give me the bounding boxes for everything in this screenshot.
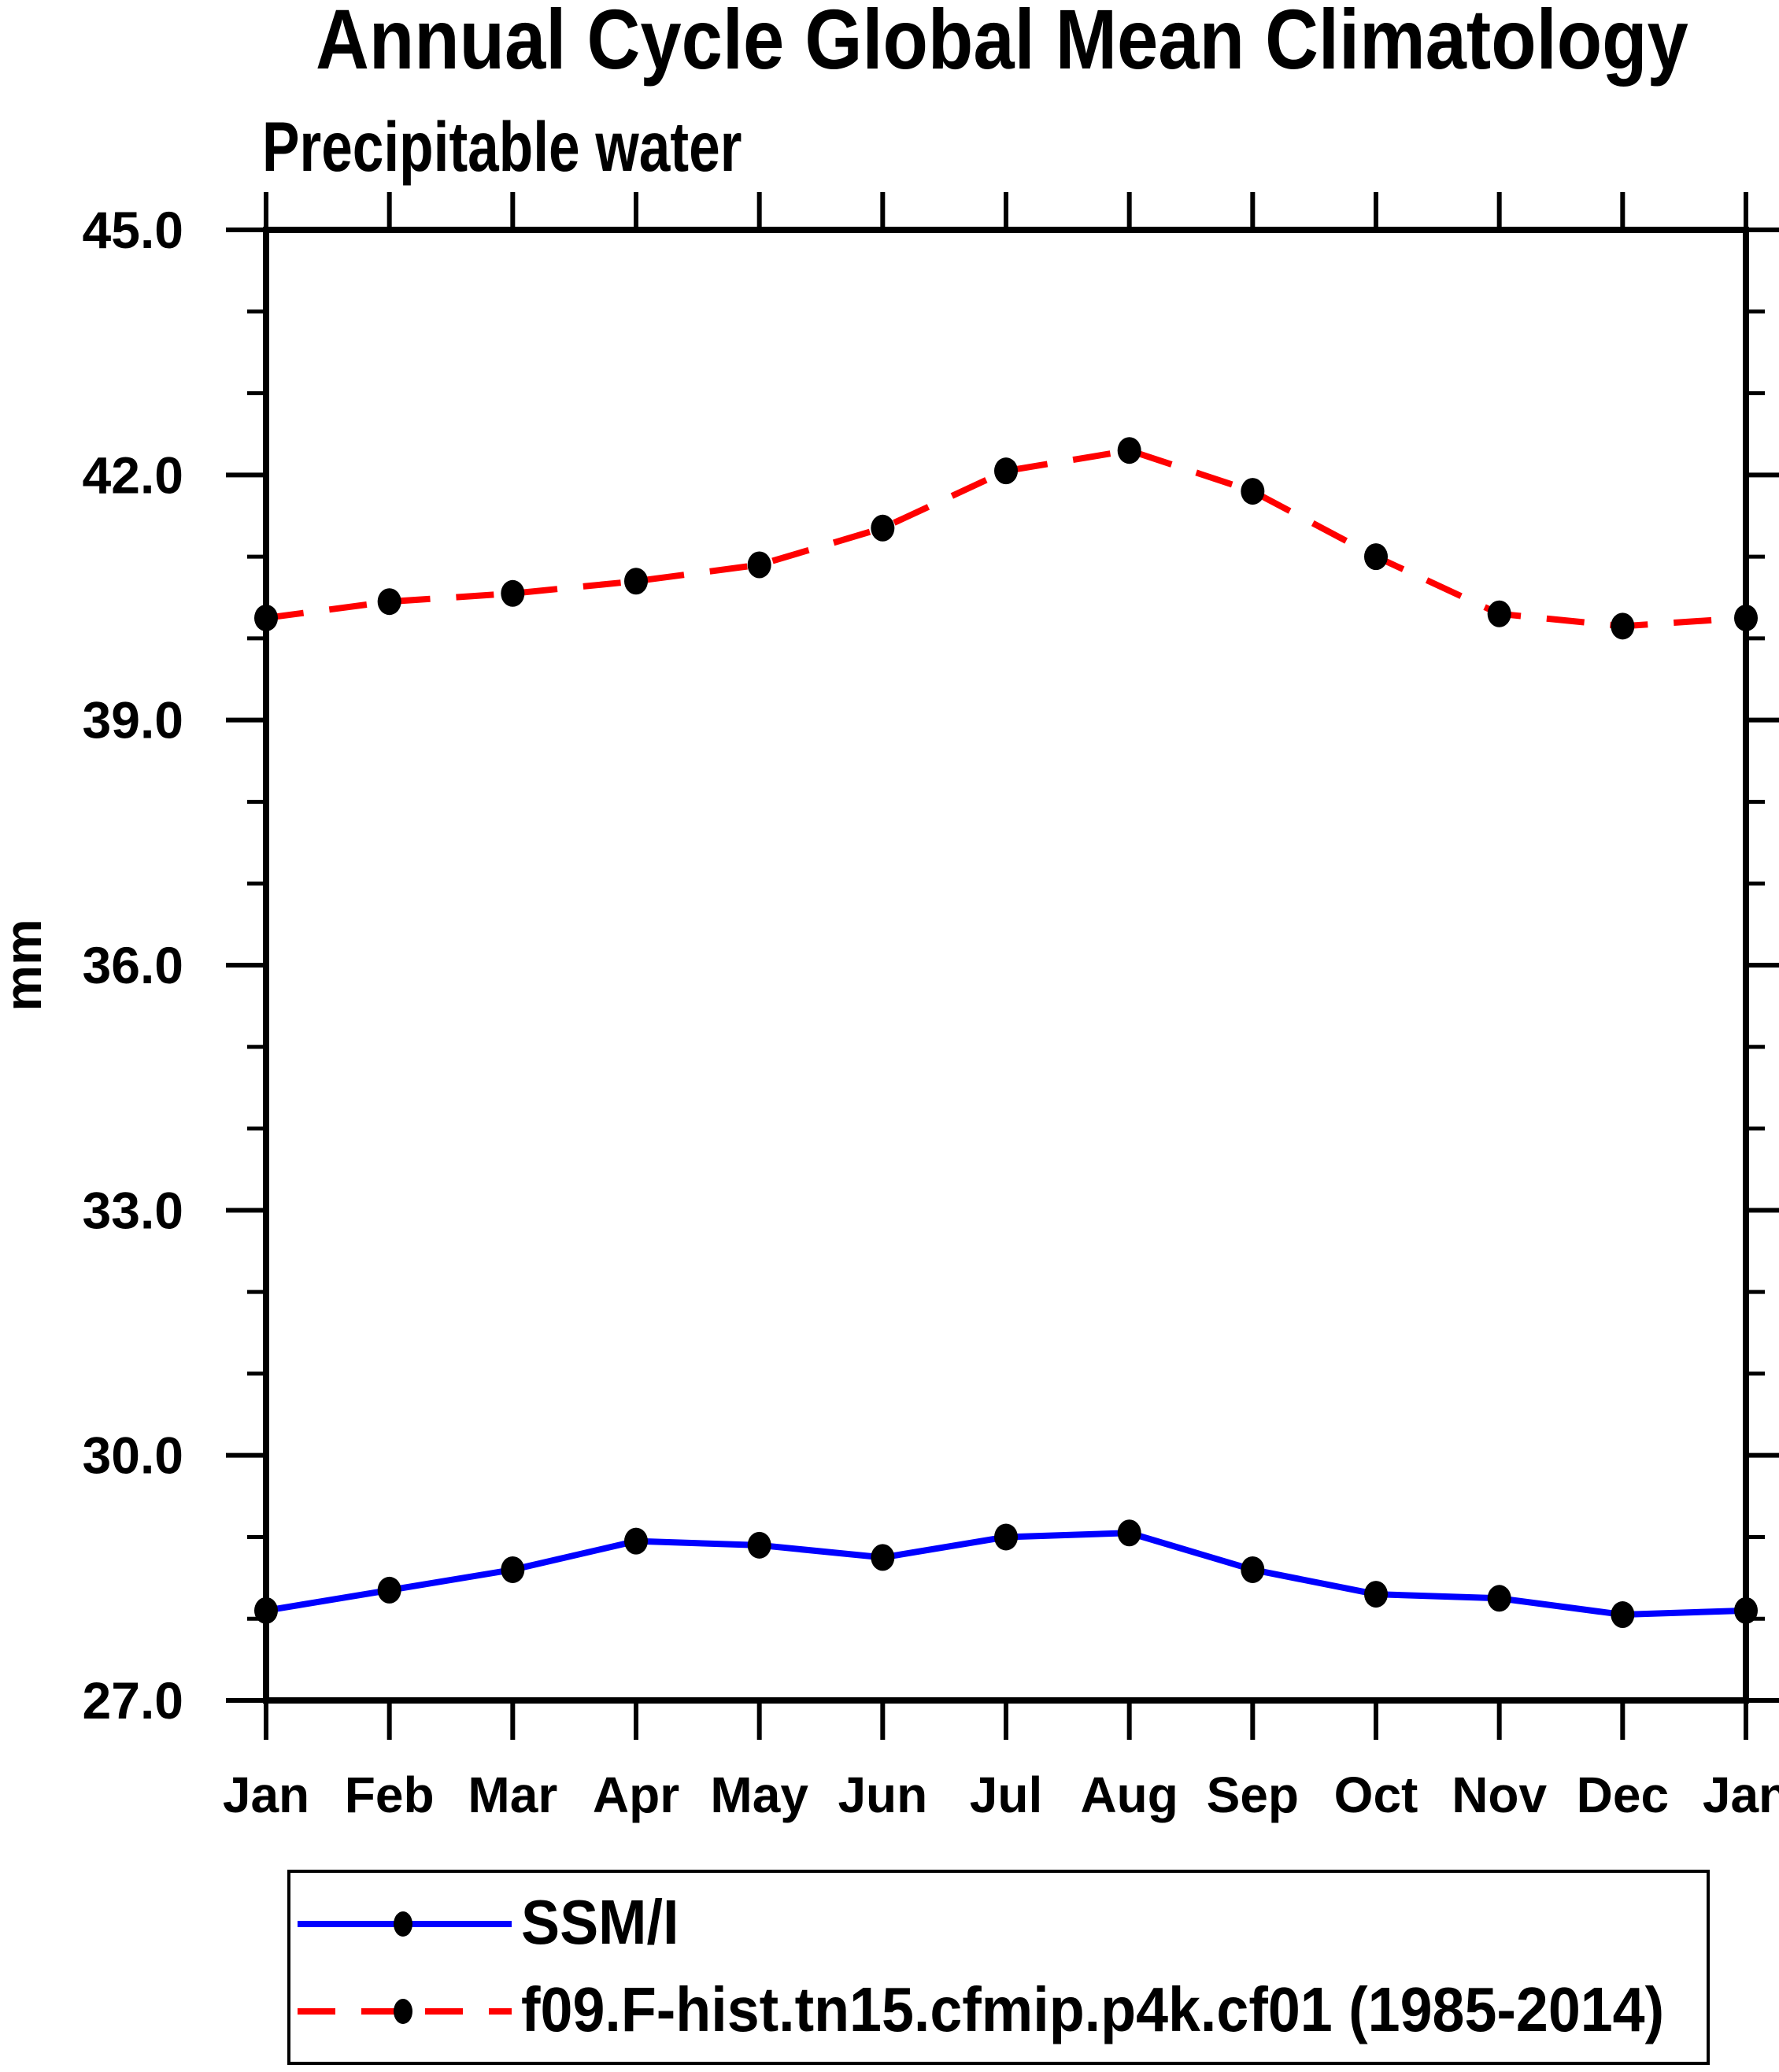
data-point-marker (1487, 1585, 1511, 1612)
data-point-marker (501, 1556, 525, 1583)
x-axis-tick-label: Sep (1207, 1767, 1299, 1823)
data-point-marker (624, 1527, 648, 1555)
data-point-marker (871, 514, 895, 542)
data-point-marker (747, 551, 771, 579)
axis-frame (263, 227, 1749, 1704)
y-axis-tick-label: 45.0 (83, 201, 183, 259)
data-point-marker (254, 1597, 278, 1624)
legend-label-model: f09.F-hist.tn15.cfmip.p4k.cf01 (1985-201… (521, 1974, 1665, 2044)
y-axis-tick-label: 42.0 (83, 446, 183, 504)
legend-box (287, 1870, 1710, 2065)
y-axis-title: mm (0, 919, 52, 1011)
data-point-marker (994, 1523, 1018, 1551)
data-point-marker (1611, 612, 1635, 640)
chart-title: Annual Cycle Global Mean Climatology (316, 0, 1688, 87)
x-axis-tick-label: Jan (1703, 1767, 1779, 1823)
x-axis-tick-label: Aug (1080, 1767, 1178, 1823)
data-point-marker (1364, 543, 1388, 571)
y-axis-tick-label: 33.0 (83, 1181, 183, 1239)
x-axis-tick-label: Nov (1452, 1767, 1547, 1823)
x-axis-tick-label: Jan (223, 1767, 309, 1823)
legend-marker-dot-icon (394, 1911, 412, 1937)
data-point-marker (747, 1531, 771, 1559)
data-point-marker (377, 588, 401, 616)
data-point-marker (1241, 478, 1265, 505)
y-axis-tick-label: 27.0 (83, 1671, 183, 1730)
data-point-marker (1364, 1581, 1388, 1608)
x-axis-tick-label: Mar (468, 1767, 557, 1823)
x-axis-tick-label: May (710, 1767, 808, 1823)
x-axis-tick-label: Oct (1334, 1767, 1418, 1823)
data-point-marker (1117, 1519, 1141, 1547)
x-axis-tick-label: Dec (1577, 1767, 1669, 1823)
x-axis-tick-label: Jul (970, 1767, 1042, 1823)
data-point-marker (1487, 600, 1511, 627)
x-axis-tick-label: Jun (838, 1767, 927, 1823)
data-point-marker (871, 1544, 895, 1571)
legend-item-ssmi: SSM/I (298, 1889, 693, 1959)
data-point-marker (624, 568, 648, 595)
legend-solid-line-sample (298, 1911, 512, 1937)
data-point-marker (1117, 437, 1141, 464)
data-point-marker (1734, 604, 1758, 631)
data-point-marker (994, 457, 1018, 485)
chart-subtitle: Precipitable water (262, 107, 742, 186)
data-point-marker (1734, 1597, 1758, 1624)
x-axis-tick-label: Apr (593, 1767, 679, 1823)
legend-dashed-line-sample (298, 1999, 512, 2024)
data-point-marker (1611, 1601, 1635, 1629)
y-axis-tick-label: 39.0 (83, 691, 183, 749)
data-point-marker (501, 579, 525, 607)
legend-item-model: f09.F-hist.tn15.cfmip.p4k.cf01 (1985-201… (298, 1976, 1763, 2047)
x-axis-tick-label: Feb (345, 1767, 435, 1823)
legend-label-ssmi: SSM/I (521, 1887, 679, 1957)
data-point-marker (1241, 1556, 1265, 1583)
data-point-marker (377, 1576, 401, 1604)
y-axis-tick-label: 36.0 (83, 936, 183, 994)
y-axis-tick-label: 30.0 (83, 1426, 183, 1485)
legend-marker-dot-icon (394, 1999, 412, 2024)
data-point-marker (254, 604, 278, 631)
